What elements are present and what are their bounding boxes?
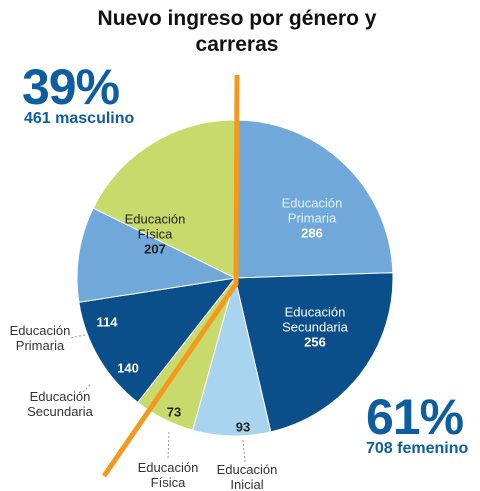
category-label: Educación Secundaria [20,389,100,419]
slice-label: 93 [198,420,288,435]
category-label: Educación Física [128,460,208,490]
value-label: 73 [129,405,219,420]
category-label: Educación Primaria [267,196,357,226]
slice-label: 73 [129,405,219,420]
category-label: Educación Secundaria [270,305,360,335]
slice-label: 140 [83,361,173,376]
female-count: 708 femenino [366,440,468,458]
category-label: Educación Inicial [207,462,287,491]
infographic: Nuevo ingreso por género y carreras 39% … [0,0,480,491]
value-label: 256 [270,335,360,350]
value-label: 140 [83,361,173,376]
category-label: Educación Física [110,212,200,242]
value-label: 93 [198,420,288,435]
male-percent: 39% [22,58,119,116]
title: Nuevo ingreso por género y carreras [87,6,387,58]
leader-line [168,432,169,460]
female-percent: 61% [366,388,463,446]
value-label: 286 [267,226,357,241]
category-label: Educación Primaria [0,323,80,353]
leader-line [243,440,245,462]
value-label: 207 [110,242,200,257]
male-count: 461 masculino [24,110,134,128]
